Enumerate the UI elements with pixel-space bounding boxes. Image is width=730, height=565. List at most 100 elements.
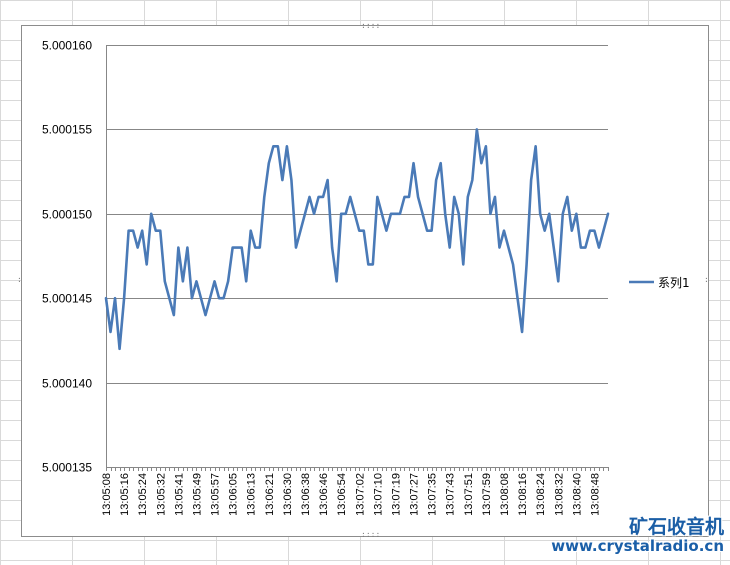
data-point xyxy=(109,331,111,333)
data-point xyxy=(313,213,315,215)
data-point xyxy=(281,179,283,181)
x-tick-label: 13:07:27 xyxy=(409,473,421,516)
data-point xyxy=(403,196,405,198)
x-tick-label: 13:08:48 xyxy=(589,473,601,516)
data-point xyxy=(173,314,175,316)
x-tick-label: 13:06:38 xyxy=(300,473,312,516)
data-point xyxy=(485,145,487,147)
chart-area[interactable]: :::: :::: : : 5.000135 5.000140 5.000145 5.… xyxy=(17,21,709,539)
data-point xyxy=(471,179,473,181)
data-point xyxy=(213,280,215,282)
data-point xyxy=(521,331,523,333)
left-resize-handle[interactable]: : xyxy=(17,275,22,284)
x-tick-label: 13:06:30 xyxy=(282,473,294,516)
data-point xyxy=(498,246,500,248)
data-point xyxy=(290,179,292,181)
data-point xyxy=(204,314,206,316)
line-chart: 5.000135 5.000140 5.000145 5.000150 5.000155… xyxy=(42,39,690,516)
data-point xyxy=(557,280,559,282)
x-tick-label: 13:05:16 xyxy=(119,473,131,516)
x-tick-label: 13:05:08 xyxy=(101,473,113,516)
data-point xyxy=(272,145,274,147)
data-point xyxy=(453,196,455,198)
data-point xyxy=(439,162,441,164)
x-tick-label: 13:07:35 xyxy=(427,473,439,516)
data-point xyxy=(376,196,378,198)
data-point xyxy=(331,246,333,248)
data-point xyxy=(553,246,555,248)
data-point xyxy=(417,196,419,198)
data-point xyxy=(304,213,306,215)
y-tick-label: 5.000150 xyxy=(42,208,92,222)
data-point xyxy=(390,213,392,215)
data-point xyxy=(299,229,301,231)
data-point xyxy=(580,246,582,248)
watermark-logo: 矿石收音机 www.crystalradio.cn xyxy=(551,516,724,554)
data-point xyxy=(412,162,414,164)
x-tick-label: 13:07:59 xyxy=(481,473,493,516)
data-point xyxy=(168,297,170,299)
data-point xyxy=(367,263,369,265)
x-tick-label: 13:06:05 xyxy=(228,473,240,516)
data-point xyxy=(358,229,360,231)
data-point xyxy=(589,229,591,231)
right-resize-handle[interactable]: : xyxy=(704,275,709,284)
data-point xyxy=(326,179,328,181)
x-tick-label: 13:05:49 xyxy=(191,473,203,516)
watermark-url: www.crystalradio.cn xyxy=(551,537,724,555)
x-tick-label: 13:07:43 xyxy=(445,473,457,516)
data-point xyxy=(385,229,387,231)
x-tick-label: 13:06:13 xyxy=(246,473,258,516)
data-point xyxy=(105,297,107,299)
series-line-1[interactable] xyxy=(104,128,610,351)
x-tick-label: 13:07:19 xyxy=(390,473,402,516)
data-point xyxy=(458,213,460,215)
data-point xyxy=(530,179,532,181)
bottom-resize-handle[interactable]: :::: xyxy=(361,530,381,539)
data-point xyxy=(408,196,410,198)
data-point xyxy=(467,196,469,198)
data-point xyxy=(136,246,138,248)
x-tick-label: 13:07:51 xyxy=(463,473,475,516)
data-point xyxy=(449,246,451,248)
data-point xyxy=(218,297,220,299)
y-tick-label: 5.000155 xyxy=(42,123,92,137)
top-resize-handle[interactable]: :::: xyxy=(361,21,381,30)
data-point xyxy=(372,263,374,265)
data-point xyxy=(146,263,148,265)
x-tick-label: 13:08:40 xyxy=(571,473,583,516)
x-tick-label: 13:08:16 xyxy=(517,473,529,516)
data-point xyxy=(430,229,432,231)
data-point xyxy=(607,213,609,215)
data-point xyxy=(317,196,319,198)
data-point xyxy=(489,213,491,215)
watermark-title: 矿石收音机 xyxy=(628,516,724,538)
y-tick-label: 5.000160 xyxy=(42,39,92,53)
x-tick-label: 13:08:08 xyxy=(499,473,511,516)
data-point xyxy=(394,213,396,215)
data-point xyxy=(426,229,428,231)
x-tick-label: 13:05:41 xyxy=(173,473,185,516)
data-point xyxy=(164,280,166,282)
x-tick-label: 13:06:46 xyxy=(318,473,330,516)
data-point xyxy=(534,145,536,147)
data-point xyxy=(363,229,365,231)
data-point xyxy=(543,229,545,231)
data-point xyxy=(209,297,211,299)
legend-label: 系列1 xyxy=(658,276,690,290)
x-tick-label: 13:06:21 xyxy=(264,473,276,516)
data-point xyxy=(118,348,120,350)
data-point xyxy=(191,297,193,299)
data-point xyxy=(141,229,143,231)
data-point xyxy=(399,213,401,215)
data-point xyxy=(240,246,242,248)
data-point xyxy=(571,229,573,231)
data-point xyxy=(155,229,157,231)
data-point xyxy=(268,162,270,164)
x-tick-label: 13:05:24 xyxy=(137,473,149,516)
x-tick-label: 13:07:02 xyxy=(354,473,366,516)
data-point xyxy=(340,213,342,215)
data-point xyxy=(575,213,577,215)
data-point xyxy=(231,246,233,248)
data-point xyxy=(435,179,437,181)
